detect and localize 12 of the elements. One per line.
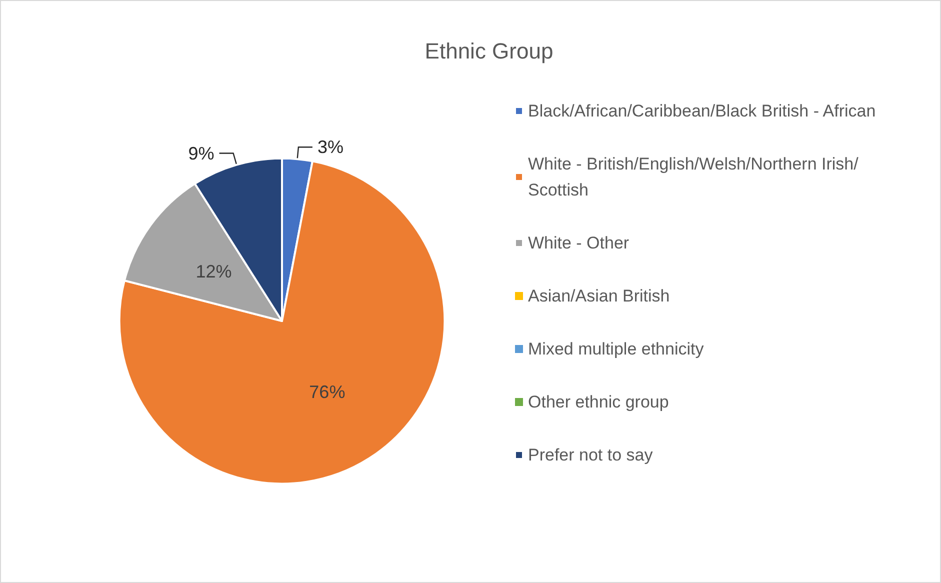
data-label: 9%	[188, 143, 214, 164]
legend-label: Prefer not to say	[528, 446, 654, 464]
legend-label: White - Other	[528, 234, 630, 252]
data-label: 76%	[309, 382, 346, 402]
legend-label: Black/African/Caribbean/Black British - African	[528, 102, 876, 120]
legend-label: Asian/Asian British	[528, 286, 670, 306]
legend-label: Other ethnic group	[528, 392, 669, 412]
data-label: 12%	[196, 261, 232, 282]
legend-label: Mixed multiple ethnicity	[528, 340, 704, 358]
data-label: 3%	[317, 137, 344, 158]
chart-title: Ethnic Group	[424, 38, 554, 64]
legend-label: White - British/English/Welsh/Northern Irish/Scottish	[528, 154, 859, 200]
